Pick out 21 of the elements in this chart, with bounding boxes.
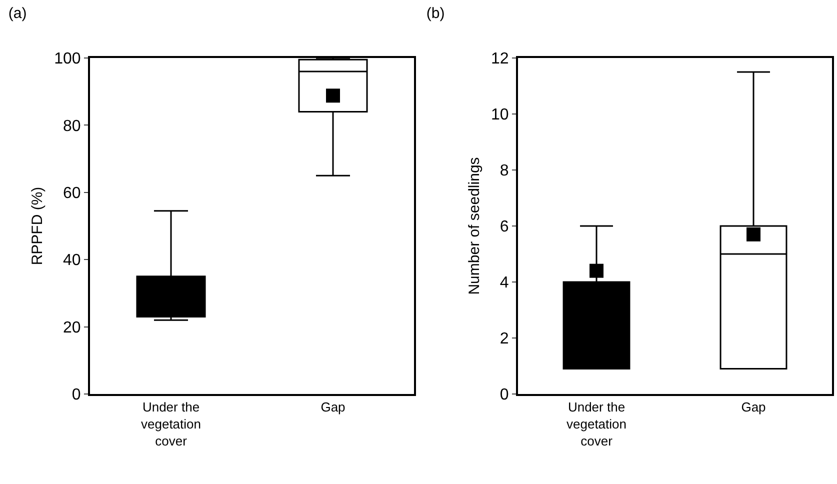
y-tick-label: 40 <box>63 252 81 270</box>
y-tick-label: 2 <box>500 330 509 348</box>
y-tick-label: 8 <box>500 162 509 180</box>
y-tick-label: 10 <box>491 106 509 124</box>
y-tick-label: 12 <box>491 50 509 68</box>
y-tick-label: 0 <box>500 386 509 404</box>
x-tick-label: Gap <box>741 400 766 415</box>
x-tick-label: Under the vegetation cover <box>566 400 626 448</box>
y-axis-title: RPPFD (%) <box>28 186 46 266</box>
y-tick-label: 4 <box>500 274 509 292</box>
y-tick-label: 0 <box>72 386 81 404</box>
y-tick-label: 6 <box>500 218 509 236</box>
y-axis-title: Number of seedlings <box>466 157 483 295</box>
x-tick-label: Under the vegetation cover <box>141 400 201 448</box>
x-tick-label: Gap <box>320 400 346 415</box>
y-tick-label: 80 <box>63 118 81 135</box>
y-tick-label: 20 <box>63 319 81 336</box>
y-tick-label: 60 <box>63 185 81 202</box>
y-tick-label: 100 <box>54 50 81 68</box>
chart-title: (b) <box>426 4 445 22</box>
chart-title: (a) <box>8 4 27 22</box>
